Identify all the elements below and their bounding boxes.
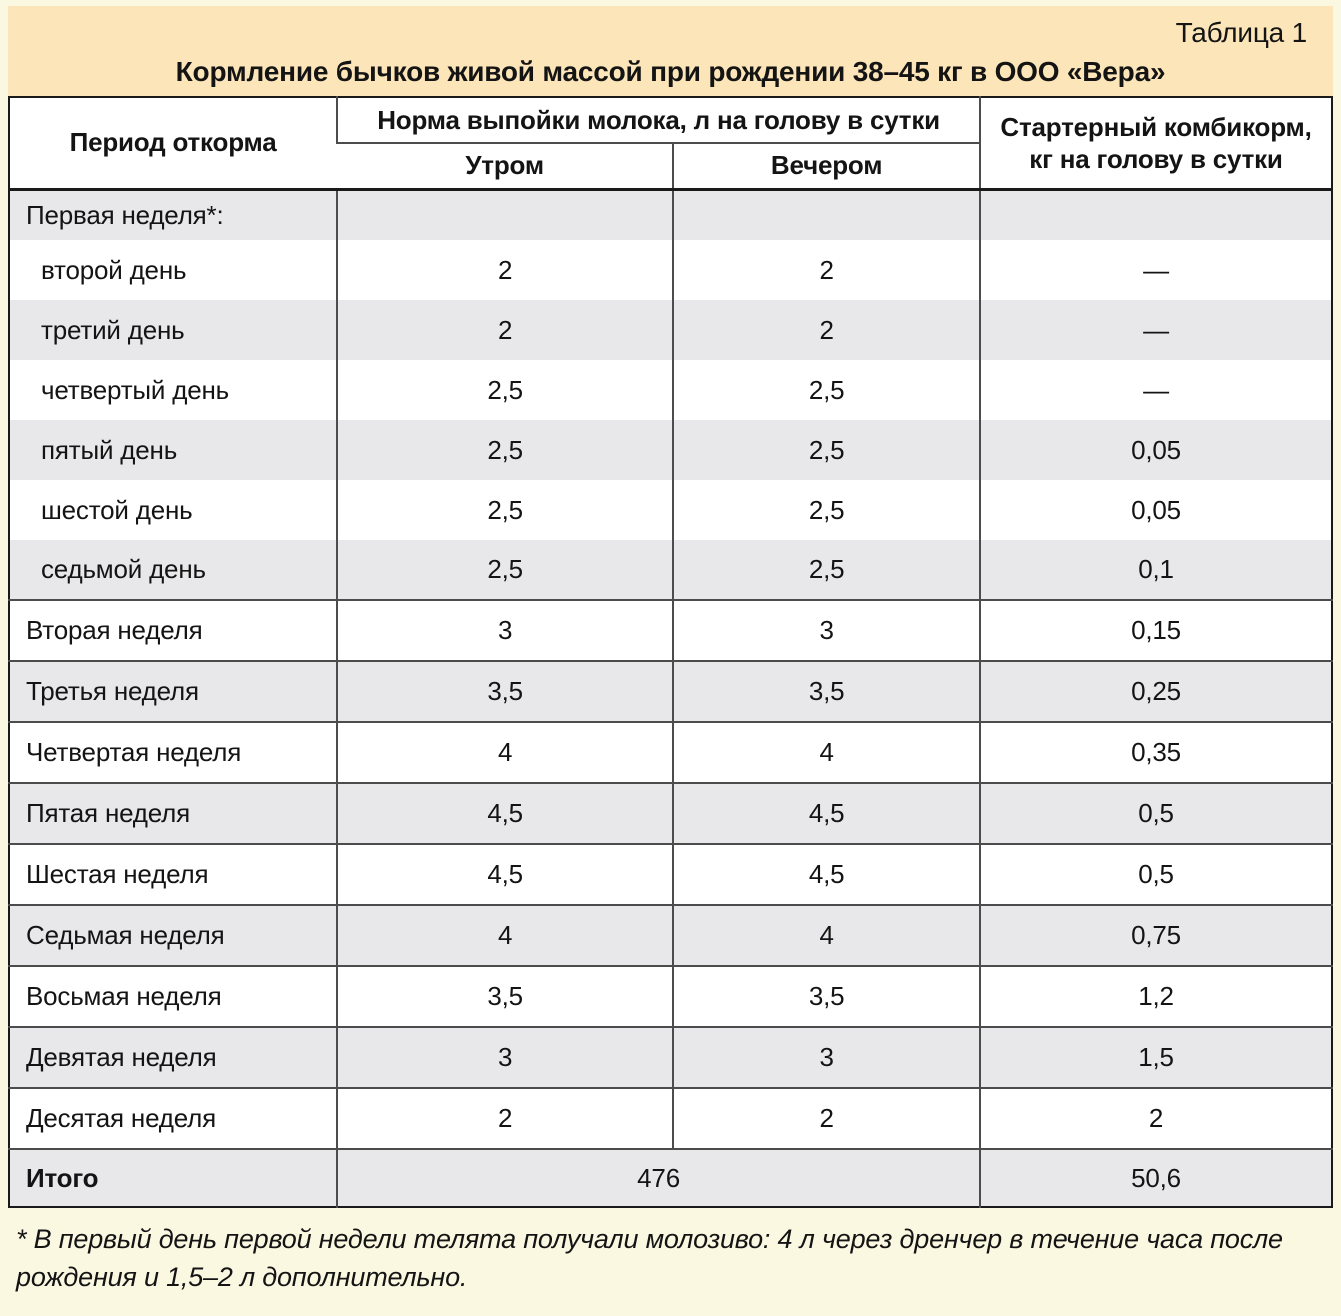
total-row: Итого 476 50,6 [9,1149,1332,1207]
table-row: Вторая неделя 3 3 0,15 [9,600,1332,661]
total-milk-cell: 476 [336,1149,981,1207]
starter-cell: 0,25 [979,661,1332,722]
table-row: шестой день 2,5 2,5 0,05 [9,480,1332,540]
caption-band: Таблица 1 Кормление бычков живой массой … [8,6,1333,96]
starter-cell: 0,1 [979,540,1332,600]
table-row: пятый день 2,5 2,5 0,05 [9,420,1332,480]
starter-cell: — [979,240,1332,300]
evening-cell: 2,5 [672,420,981,480]
starter-cell: — [979,300,1332,360]
starter-cell: 0,5 [979,844,1332,905]
period-cell: третий день [9,300,338,360]
period-cell: Третья неделя [9,661,338,722]
morning-cell: 2,5 [336,540,674,600]
starter-cell [979,189,1332,240]
morning-cell: 4 [336,722,674,783]
footnote: * В первый день первой недели телята пол… [16,1224,1283,1292]
table-row: Десятая неделя 2 2 2 [9,1088,1332,1149]
header-evening: Вечером [672,143,981,189]
evening-cell [672,189,981,240]
morning-cell: 3,5 [336,966,674,1027]
table-body: Первая неделя*: второй день 2 2— третий день… [9,189,1332,1149]
starter-cell: 2 [979,1088,1332,1149]
starter-cell: — [979,360,1332,420]
evening-cell: 3,5 [672,966,981,1027]
starter-cell: 0,75 [979,905,1332,966]
starter-cell: 1,2 [979,966,1332,1027]
evening-cell: 4,5 [672,783,981,844]
morning-cell: 4,5 [336,783,674,844]
morning-cell: 2,5 [336,360,674,420]
header-morning: Утром [337,143,674,189]
period-cell: Восьмая неделя [26,981,222,1011]
table-row: Первая неделя*: [9,189,1332,240]
table-row: Пятая неделя 4,5 4,5 0,5 [9,783,1332,844]
period-cell: четвертый день [41,374,229,405]
evening-cell: 4,5 [672,844,981,905]
evening-cell: 3 [672,600,981,661]
table-number-label: Таблица 1 [1175,17,1308,48]
period-cell: Девятая неделя [9,1027,338,1088]
table-title: Кормление бычков живой массой при рожден… [175,56,1166,87]
period-cell: Пятая неделя [9,783,338,844]
starter-cell: 1,5 [979,1027,1332,1088]
header-period: Период откорма [9,97,338,189]
evening-cell: 3 [672,1027,981,1088]
table-row: Шестая неделя 4,5 4,5 0,5 [9,844,1332,905]
starter-cell: 0,05 [979,480,1332,540]
header-starter: Стартерный комбикорм, кг на голову в сут… [979,97,1332,189]
total-label-cell: Итого [9,1149,338,1207]
table-row: Четвертая неделя 4 4 0,35 [9,722,1332,783]
period-cell: Вторая неделя [26,615,203,645]
starter-cell: 0,35 [979,722,1332,783]
evening-cell: 2 [672,1088,981,1149]
morning-cell: 2 [336,240,674,300]
table-row: четвертый день 2,5 2,5— [9,360,1332,420]
morning-cell: 3,5 [336,661,674,722]
period-cell: Седьмая неделя [9,905,338,966]
period-cell: Десятая неделя [26,1103,216,1133]
period-cell: шестой день [41,494,193,525]
starter-cell: 0,15 [979,600,1332,661]
table-row: второй день 2 2— [9,240,1332,300]
evening-cell: 2 [672,240,981,300]
period-cell: пятый день [9,420,338,480]
evening-cell: 2,5 [672,540,981,600]
table-row: третий день 2 2— [9,300,1332,360]
evening-cell: 4 [672,722,981,783]
evening-cell: 4 [672,905,981,966]
period-cell: седьмой день [9,540,338,600]
starter-cell: 0,05 [979,420,1332,480]
period-cell: Шестая неделя [26,859,209,889]
table-row: седьмой день 2,5 2,5 0,1 [9,540,1332,600]
morning-cell: 4,5 [336,844,674,905]
morning-cell: 2 [336,300,674,360]
evening-cell: 2,5 [672,480,981,540]
table-row: Третья неделя 3,5 3,5 0,25 [9,661,1332,722]
morning-cell: 2 [336,1088,674,1149]
table-row: Девятая неделя 3 3 1,5 [9,1027,1332,1088]
feeding-table: Период откорма Норма выпойки молока, л н… [8,96,1333,1208]
table-header: Период откорма Норма выпойки молока, л н… [9,97,1332,189]
table-row: Восьмая неделя 3,5 3,5 1,2 [9,966,1332,1027]
morning-cell: 3 [336,600,674,661]
evening-cell: 3,5 [672,661,981,722]
morning-cell: 3 [336,1027,674,1088]
period-cell: Четвертая неделя [26,737,242,767]
total-starter-cell: 50,6 [979,1149,1332,1207]
starter-cell: 0,5 [979,783,1332,844]
morning-cell: 2,5 [336,480,674,540]
header-milk-group: Норма выпойки молока, л на голову в сутк… [336,97,981,144]
evening-cell: 2 [672,300,981,360]
table-row: Седьмая неделя 4 4 0,75 [9,905,1332,966]
period-cell: второй день [41,254,187,285]
morning-cell [336,189,674,240]
period-cell: Первая неделя*: [9,189,338,240]
morning-cell: 2,5 [336,420,674,480]
morning-cell: 4 [336,905,674,966]
evening-cell: 2,5 [672,360,981,420]
